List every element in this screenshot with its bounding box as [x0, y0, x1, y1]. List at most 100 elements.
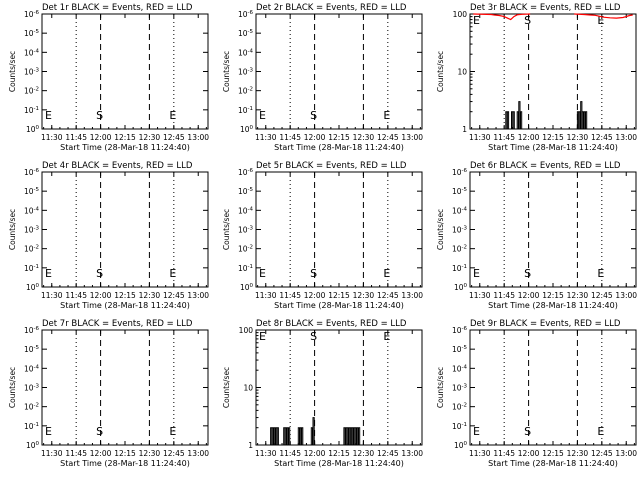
x-tick-label: 11:30 [255, 449, 277, 458]
series-events [515, 101, 523, 130]
series-events [270, 427, 279, 446]
panel-title: Det 7r BLACK = Events, RED = LLD [42, 319, 193, 329]
y-tick-label: 10-3 [24, 226, 40, 235]
x-tick-label: 12:30 [139, 291, 161, 300]
x-tick-label: 12:45 [377, 449, 399, 458]
x-tick-label: 12:30 [567, 449, 589, 458]
x-tick-label: 11:30 [41, 449, 63, 458]
plot-frame [255, 13, 423, 130]
x-axis-label: Start Time (28-Mar-18 11:24:40) [274, 301, 404, 310]
x-tick-label: 11:45 [65, 291, 87, 300]
marker-s: S [96, 425, 103, 438]
panel-det-9: Det 9r BLACK = Events, RED = LLD 11:30 11:… [436, 319, 637, 468]
marker-s: S [524, 267, 531, 280]
x-tick-label: 12:45 [591, 133, 613, 142]
y-tick-label: 10-5 [238, 29, 254, 38]
y-tick-label: 10-3 [452, 226, 468, 235]
y-tick-label: 10-4 [24, 48, 40, 57]
y-tick-label: 10 [243, 384, 253, 393]
y-tick-label: 10-6 [238, 10, 254, 19]
x-tick-label: 12:30 [139, 449, 161, 458]
panel-title: Det 1r BLACK = Events, RED = LLD [42, 3, 193, 13]
x-tick-label: 12:00 [518, 449, 540, 458]
x-tick-label: 11:45 [493, 133, 515, 142]
y-tick-label: 10-2 [452, 245, 467, 254]
x-tick-label: 12:45 [163, 449, 185, 458]
y-tick-label: 10-6 [452, 168, 468, 177]
x-tick-label: 12:00 [90, 291, 112, 300]
y-tick-label: 10-3 [238, 226, 254, 235]
plot-frame [255, 171, 423, 288]
x-axis-label: Start Time (28-Mar-18 11:24:40) [488, 143, 618, 152]
y-tick-label: 100 [26, 283, 40, 292]
y-axis-label: Counts/sec [8, 209, 17, 250]
marker-e-left: E [259, 109, 266, 122]
x-tick-label: 12:00 [304, 133, 326, 142]
marker-e-left: E [473, 425, 480, 438]
x-tick-label: 13:00 [187, 291, 209, 300]
panel-title: Det 8r BLACK = Events, RED = LLD [256, 319, 407, 329]
marker-e-left: E [473, 267, 480, 280]
x-tick-label: 12:30 [353, 449, 375, 458]
y-tick-label: 10-6 [24, 10, 40, 19]
y-axis-label: Counts/sec [436, 209, 445, 250]
y-tick-label: 10-1 [452, 422, 467, 431]
x-tick-label: 11:30 [469, 449, 491, 458]
panel-det-2: Det 2r BLACK = Events, RED = LLD 11:30 11:… [222, 3, 423, 152]
marker-e: E [169, 425, 176, 438]
x-tick-label: 13:00 [401, 133, 423, 142]
x-tick-label: 12:00 [518, 291, 540, 300]
y-tick-label: 10-5 [452, 187, 468, 196]
x-tick-label: 12:30 [139, 133, 161, 142]
x-tick-label: 12:30 [353, 133, 375, 142]
x-tick-label: 12:00 [90, 449, 112, 458]
marker-e-left: E [259, 267, 266, 280]
x-tick-label: 11:30 [469, 133, 491, 142]
y-tick-label: 10-2 [238, 245, 253, 254]
y-tick-label: 10-6 [24, 168, 40, 177]
panel-det-1: Det 1r BLACK = Events, RED = LLD 11:30 11:… [8, 3, 209, 152]
y-tick-label: 10-3 [24, 384, 40, 393]
y-tick-label: 10-2 [24, 403, 39, 412]
panel-det-8: Det 8r BLACK = Events, RED = LLD 11:30 11:… [222, 319, 423, 468]
y-tick-label: 100 [26, 125, 40, 134]
x-tick-label: 12:15 [114, 133, 136, 142]
y-tick-label: 10-4 [24, 364, 40, 373]
panel-title: Det 6r BLACK = Events, RED = LLD [470, 161, 621, 171]
y-tick-label: 10-5 [452, 345, 468, 354]
plot-frame [41, 329, 209, 446]
x-axis-label: Start Time (28-Mar-18 11:24:40) [488, 459, 618, 468]
y-axis-label: Counts/sec [436, 367, 445, 408]
y-axis-label: Counts/sec [222, 209, 231, 250]
y-tick-label: 10-4 [238, 206, 254, 215]
series-events [343, 427, 361, 446]
x-tick-label: 12:15 [114, 449, 136, 458]
x-tick-label: 12:30 [353, 291, 375, 300]
plot-frame [469, 171, 637, 288]
series-lld [574, 13, 633, 19]
x-tick-label: 12:45 [377, 133, 399, 142]
x-tick-label: 12:00 [304, 449, 326, 458]
marker-e-left: E [45, 109, 52, 122]
x-tick-label: 12:00 [304, 291, 326, 300]
x-tick-label: 13:00 [615, 449, 637, 458]
y-tick-label: 10-4 [238, 48, 254, 57]
y-tick-label: 10-1 [24, 422, 39, 431]
x-tick-label: 12:15 [114, 291, 136, 300]
x-tick-label: 12:30 [567, 133, 589, 142]
y-tick-label: 100 [26, 441, 40, 450]
marker-s: S [310, 267, 317, 280]
x-tick-label: 13:00 [615, 291, 637, 300]
x-tick-label: 12:45 [377, 291, 399, 300]
marker-e-left: E [45, 425, 52, 438]
marker-s: S [524, 425, 531, 438]
marker-e-left: E [45, 267, 52, 280]
series-events [297, 427, 304, 446]
plot-frame [469, 329, 637, 446]
x-tick-label: 11:30 [41, 291, 63, 300]
panel-title: Det 5r BLACK = Events, RED = LLD [256, 161, 407, 171]
x-tick-label: 11:30 [469, 291, 491, 300]
y-tick-label: 10-6 [238, 168, 254, 177]
series-events [283, 427, 291, 446]
